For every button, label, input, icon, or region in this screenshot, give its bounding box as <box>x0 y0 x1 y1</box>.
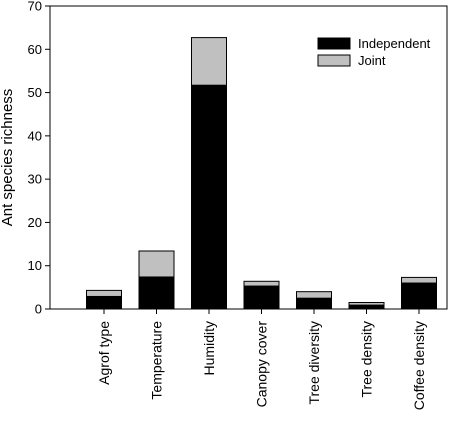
x-tick-label-4: Tree diversity <box>306 321 322 405</box>
legend: Independent Joint <box>317 36 431 68</box>
y-tick-label-10: 10 <box>28 258 42 273</box>
y-tick-label-50: 50 <box>28 85 42 100</box>
x-tick-label-0: Agrof type <box>96 321 112 385</box>
x-tick-label-3: Canopy cover <box>254 321 270 408</box>
bar-independent-6 <box>401 282 437 310</box>
bar-joint-5 <box>348 302 385 306</box>
bar-independent-4 <box>296 297 332 310</box>
axes-layer: 0 10 20 30 40 50 60 70 Agrof type Temperature Humi… <box>28 0 448 410</box>
x-tick-label-2: Humidity <box>201 321 217 375</box>
x-tick-label-6: Coffee density <box>411 321 427 410</box>
x-tick-label-5: Tree density <box>359 321 375 398</box>
bars-layer <box>86 37 437 310</box>
legend-label-independent: Independent <box>358 36 431 51</box>
bar-independent-5 <box>348 304 385 310</box>
y-axis-title: Ant species richness <box>0 89 16 227</box>
plot-frame <box>49 5 448 310</box>
y-tick-label-60: 60 <box>28 42 42 57</box>
legend-label-joint: Joint <box>358 53 386 68</box>
bar-joint-0 <box>86 289 122 297</box>
y-tick-label-20: 20 <box>28 215 42 230</box>
bar-joint-6 <box>401 276 437 284</box>
bar-independent-2 <box>191 84 227 310</box>
bar-joint-4 <box>296 291 332 299</box>
legend-swatch-independent <box>317 37 351 50</box>
bar-independent-0 <box>86 295 122 310</box>
bar-joint-2 <box>191 37 227 86</box>
bar-joint-1 <box>138 250 175 278</box>
y-tick-label-70: 70 <box>28 0 42 14</box>
legend-swatch-joint <box>317 54 351 67</box>
y-tick-label-0: 0 <box>35 302 42 317</box>
bar-independent-3 <box>243 285 280 310</box>
y-tick-label-40: 40 <box>28 128 42 143</box>
y-tick-label-30: 30 <box>28 172 42 187</box>
bar-joint-3 <box>243 280 280 287</box>
x-tick-label-1: Temperature <box>149 321 165 400</box>
bar-independent-1 <box>138 276 175 310</box>
